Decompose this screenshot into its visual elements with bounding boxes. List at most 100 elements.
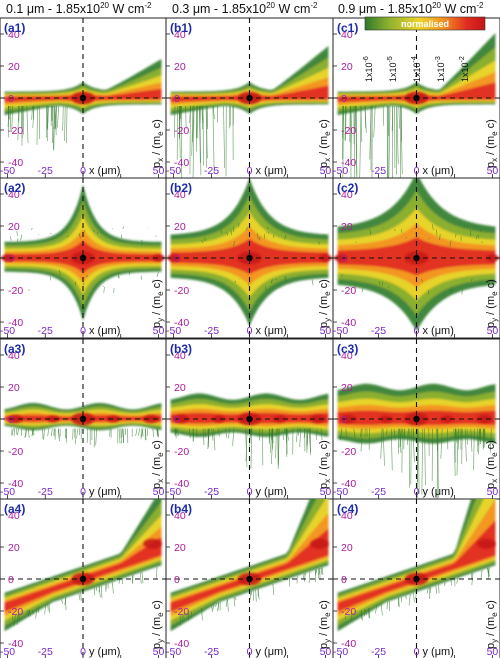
- x-tick-label: -25: [371, 165, 386, 177]
- y-tick-label: -20: [8, 125, 23, 137]
- streak: [31, 105, 33, 120]
- svg-text:px / (me c): px / (me c): [151, 119, 165, 168]
- streak: [66, 235, 69, 238]
- streak: [318, 241, 321, 245]
- streak: [382, 428, 385, 466]
- panel-label: (a2): [4, 181, 25, 195]
- panel-a3: 40 20 0 -20 -40-50 -25 0 50 y (μm) px / (me c) (a3…: [0, 338, 167, 500]
- streak: [204, 428, 207, 438]
- svg-text:px / (me c): px / (me c): [318, 440, 332, 489]
- streak: [118, 428, 121, 444]
- streak: [176, 105, 179, 160]
- colorbar-gradient: [364, 16, 486, 31]
- column-title-c: 0.9 μm - 1.85x1020 W cm-2: [338, 1, 484, 16]
- streak: [489, 428, 492, 453]
- hot-spot: [106, 415, 120, 423]
- panel-label: (a3): [4, 342, 25, 356]
- streak: [455, 233, 457, 238]
- panel-c1: 40 20 0 -20 -40-50 -25 0 50 x (μm) px / (me c) (c1…: [332, 17, 500, 179]
- x-tick-label: 50: [320, 165, 332, 177]
- streak: [295, 428, 298, 443]
- y-tick-label: 0: [8, 93, 14, 105]
- streak: [220, 227, 223, 234]
- streak: [348, 225, 351, 228]
- streak: [382, 105, 385, 126]
- streak: [475, 235, 478, 240]
- streak: [15, 428, 18, 436]
- streak: [355, 105, 358, 176]
- panel-c3: 40 20 0 -20 -40-50 -25 0 50 y (μm) px / (me c) (c3…: [332, 338, 500, 500]
- svg-text:py / (me c): py / (me c): [318, 279, 332, 328]
- y-tick-label: -20: [341, 125, 356, 137]
- streak: [272, 583, 275, 596]
- streak: [353, 428, 356, 438]
- x-tick-label: 0: [80, 646, 86, 658]
- y-tick-label: 20: [8, 221, 20, 233]
- x-tick-label: -50: [333, 646, 348, 658]
- scatter-streaks: [184, 222, 325, 292]
- x-tick-label: -50: [166, 325, 181, 337]
- y-tick-label: -20: [174, 446, 189, 458]
- streak: [456, 577, 459, 584]
- streak: [417, 428, 420, 494]
- x-axis-label: x (μm): [423, 325, 454, 337]
- y-tick-label: -40: [8, 157, 23, 169]
- colorbar-tick-3: 1x10-4: [411, 56, 422, 82]
- y-tick-label: -40: [174, 157, 189, 169]
- streak: [228, 428, 230, 439]
- y-tick-label: 20: [8, 382, 20, 394]
- x-tick-label: -25: [204, 325, 219, 337]
- streak: [225, 599, 228, 607]
- svg-text:px / (me c): px / (me c): [485, 440, 499, 489]
- streak: [138, 428, 141, 436]
- streak: [83, 229, 86, 233]
- streak: [155, 235, 157, 237]
- streak: [360, 428, 362, 438]
- streak: [270, 428, 273, 448]
- y-tick-label: 40: [341, 29, 353, 41]
- streak: [386, 601, 388, 610]
- streak: [212, 105, 215, 119]
- x-tick-label: -50: [333, 165, 348, 177]
- y-tick-label: 20: [174, 382, 186, 394]
- streak: [78, 593, 81, 601]
- streak: [271, 279, 273, 283]
- hot-spot: [485, 254, 499, 262]
- streak: [249, 428, 252, 451]
- y-tick-label: -40: [174, 317, 189, 329]
- streak: [398, 105, 400, 129]
- x-tick-label: -25: [204, 165, 219, 177]
- streak: [86, 274, 88, 278]
- streak: [400, 105, 403, 175]
- streak: [320, 567, 323, 575]
- y-tick-label: 0: [341, 414, 347, 426]
- streak: [250, 591, 253, 596]
- panel-label: (b2): [170, 181, 192, 195]
- x-tick-label: 50: [487, 165, 499, 177]
- streak: [406, 428, 409, 445]
- streak: [217, 602, 220, 612]
- x-axis-label: y (μm): [89, 486, 120, 498]
- y-tick-label: -20: [341, 606, 356, 618]
- streak: [188, 428, 191, 439]
- x-tick-label: 0: [80, 165, 86, 177]
- streak: [478, 234, 480, 239]
- y-tick-label: 0: [341, 253, 347, 265]
- streak: [202, 428, 205, 446]
- streak: [82, 282, 85, 286]
- streak: [321, 567, 324, 575]
- x-tick-label: 0: [80, 325, 86, 337]
- y-tick-label: -40: [174, 478, 189, 490]
- density-layer: [4, 536, 162, 612]
- streak: [100, 231, 102, 234]
- y-tick-label: 20: [174, 221, 186, 233]
- y-tick-label: 0: [174, 253, 180, 265]
- streak: [390, 428, 393, 471]
- y-tick-label: 0: [341, 93, 347, 105]
- streak: [269, 428, 272, 453]
- panel-label: (c4): [337, 502, 358, 516]
- streak: [481, 241, 483, 244]
- x-tick-label: 0: [414, 646, 420, 658]
- x-tick-label: 0: [414, 325, 420, 337]
- streak: [341, 105, 344, 160]
